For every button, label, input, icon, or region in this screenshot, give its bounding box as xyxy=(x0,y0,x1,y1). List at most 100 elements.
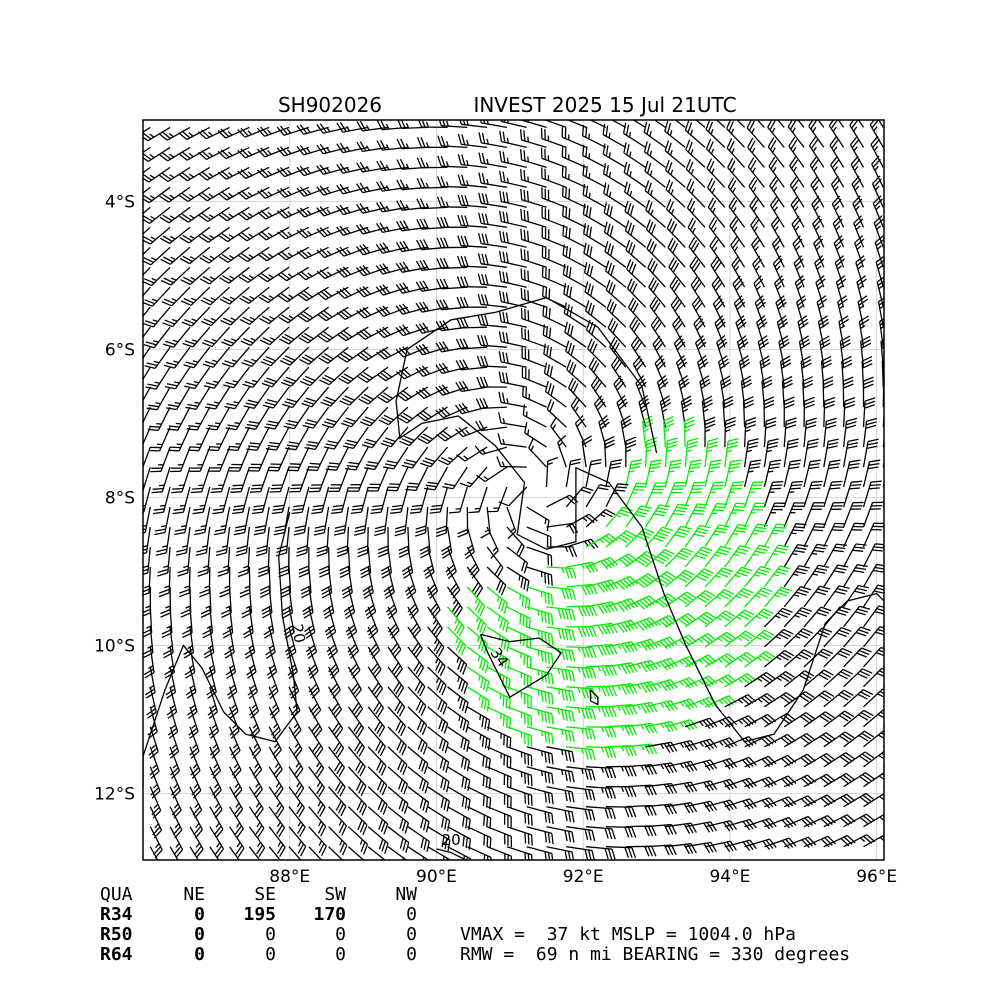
wind-barb xyxy=(427,606,443,638)
wind-barb xyxy=(237,546,251,578)
wind-barb xyxy=(683,416,695,448)
wind-barb xyxy=(526,526,552,548)
y-tick-label: 8°S xyxy=(105,488,135,508)
wind-barb xyxy=(197,126,230,140)
wind-barb xyxy=(395,366,428,380)
wind-barb xyxy=(143,326,171,349)
wind-barb xyxy=(143,346,151,359)
wind-barb xyxy=(498,270,527,288)
wind-barb xyxy=(566,646,597,658)
wind-barb xyxy=(478,132,508,149)
wind-barb xyxy=(207,426,231,452)
wind-barb xyxy=(783,459,801,488)
wind-barb xyxy=(663,415,675,448)
wind-barb xyxy=(498,412,527,428)
wind-barb xyxy=(182,326,211,348)
wind-barb xyxy=(798,335,811,368)
wind-barb xyxy=(699,375,711,408)
wind-barb xyxy=(496,456,527,468)
wind-barb xyxy=(212,486,231,515)
wind-barb xyxy=(457,174,488,188)
wind-barb xyxy=(279,346,310,366)
wind-barb xyxy=(486,546,504,578)
wind-barb xyxy=(823,626,852,648)
wind-barb xyxy=(545,456,559,488)
wind-barb xyxy=(498,371,527,388)
wind-barb xyxy=(282,386,310,409)
wind-barb xyxy=(724,587,754,608)
wind-barb xyxy=(456,276,488,288)
wind-barb xyxy=(163,346,191,369)
wind-barb xyxy=(684,568,714,588)
wind-barb xyxy=(610,120,627,128)
wind-barb xyxy=(714,315,726,348)
wind-barb xyxy=(264,406,290,430)
wind-barb xyxy=(724,566,753,588)
wind-barb xyxy=(145,366,171,390)
wind-barb xyxy=(635,375,647,408)
wind-barb xyxy=(664,459,682,488)
wind-barb xyxy=(724,481,745,508)
wind-barb xyxy=(585,484,611,508)
wind-barb xyxy=(296,165,329,177)
wind-barb xyxy=(747,137,765,168)
wind-barb xyxy=(561,146,587,168)
wind-barb xyxy=(803,396,815,428)
wind-barb xyxy=(582,144,607,168)
wind-barb xyxy=(143,166,151,174)
wind-barb xyxy=(623,142,646,168)
wind-barb xyxy=(367,686,385,718)
wind-barb xyxy=(882,725,884,728)
wind-barb xyxy=(178,126,211,141)
wind-barb xyxy=(217,546,231,577)
wind-barb xyxy=(189,446,211,472)
wind-barb xyxy=(311,486,330,515)
wind-barb xyxy=(359,406,389,427)
wind-barb xyxy=(841,355,853,388)
wind-barb xyxy=(684,481,706,508)
wind-barb xyxy=(641,415,654,448)
wind-barb xyxy=(436,196,468,208)
wind-barb xyxy=(455,380,488,393)
wind-barb xyxy=(423,546,435,580)
wind-barb xyxy=(169,446,191,473)
wind-barb xyxy=(376,139,408,151)
wind-barb xyxy=(763,607,793,628)
wind-barb xyxy=(664,547,694,568)
wind-barb xyxy=(830,155,845,188)
wind-barb xyxy=(228,706,240,739)
wind-barb xyxy=(843,584,870,608)
wind-barb xyxy=(486,706,512,729)
wind-barb xyxy=(435,506,449,538)
wind-barb xyxy=(192,486,211,515)
wind-barb xyxy=(684,633,717,648)
wind-barb xyxy=(350,486,369,515)
wind-barb xyxy=(407,666,426,697)
wind-barb xyxy=(232,486,251,515)
wind-barb xyxy=(259,326,290,346)
wind-barb xyxy=(882,564,884,568)
wind-barb xyxy=(230,466,251,493)
wind-barb xyxy=(565,340,587,368)
wind-barb xyxy=(623,181,646,208)
wind-barb xyxy=(823,480,843,508)
wind-barb xyxy=(546,586,577,600)
wind-barb xyxy=(644,180,666,208)
y-tick-label: 6°S xyxy=(105,340,135,360)
wind-barb xyxy=(427,666,447,696)
wind-barb xyxy=(823,396,836,428)
wind-barb xyxy=(160,246,191,265)
wind-barb xyxy=(736,120,746,128)
wind-barb xyxy=(788,136,805,168)
wind-barb xyxy=(526,566,553,586)
wind-barb xyxy=(257,246,290,262)
wind-barb xyxy=(179,246,211,265)
wind-barb xyxy=(506,646,532,668)
wind-barb xyxy=(180,586,192,618)
wind-barb xyxy=(803,564,830,588)
wind-barb xyxy=(520,208,547,228)
wind-barb xyxy=(803,543,828,568)
wind-barb xyxy=(424,466,449,491)
wind-barb xyxy=(747,157,765,188)
